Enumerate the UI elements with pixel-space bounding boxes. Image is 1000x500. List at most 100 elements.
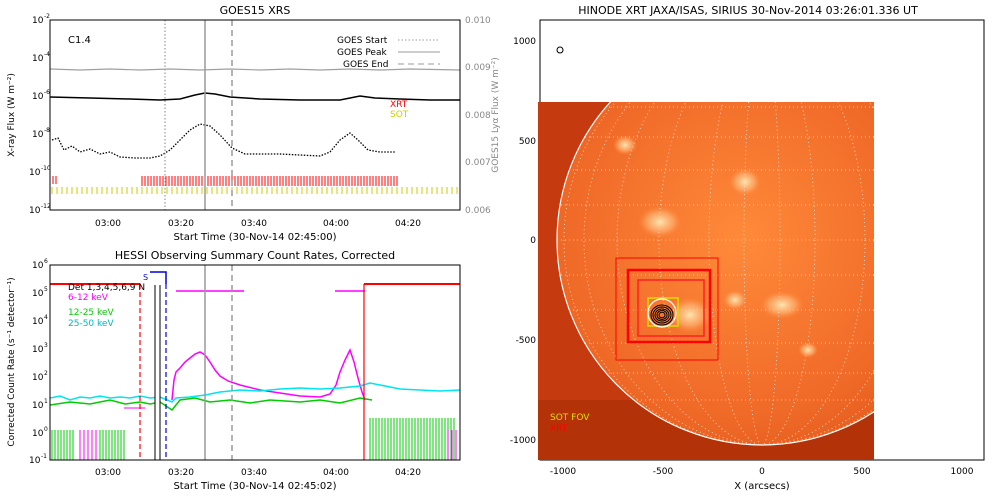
goes-ylabel-right: GOES15 Lyα Flux (W m⁻²) [491,57,501,173]
y-tick: 10 [29,206,41,216]
sot-fov [637,279,705,337]
active-region [729,168,761,196]
y-tick-right: 0.008 [465,111,491,121]
goes-lya-series [50,68,460,71]
hessi-green-attenuator [51,418,455,460]
hessi-blue-state [150,271,167,284]
hessi-contours [650,304,674,326]
svg-text:-12: -12 [41,203,51,210]
goes-right-axis: 0.010 0.009 0.008 0.007 0.006 [465,16,491,216]
x-tick: 1000 [951,467,974,477]
x-tick: 500 [853,467,870,477]
legend-goes-end: GOES End [343,60,388,70]
active-region [723,290,747,310]
goes-x-axis: 03:00 03:20 03:40 04:00 04:20 [95,219,421,229]
y-tick: 10 [32,429,44,439]
sot-bar [51,187,458,194]
hessi-panel: HESSI Observing Summary Count Rates, Cor… [7,249,461,492]
hessi-state-s: S [143,273,148,282]
y-tick: 10 [32,373,44,383]
xrt-fov-label: XRT [550,424,568,434]
y-tick-right: 0.010 [465,16,491,26]
y-tick: 10 [32,16,44,26]
hessi-title: HESSI Observing Summary Count Rates, Cor… [115,249,395,262]
y-tick: 10 [32,317,44,327]
y-tick: 10 [32,345,44,355]
y-tick: 0 [530,236,536,246]
x-tick: 03:40 [241,468,267,478]
x-tick: 03:20 [168,468,194,478]
y-tick: 10 [32,130,44,140]
x-tick: 03:00 [95,468,121,478]
hessi-plot-area [50,265,460,460]
y-tick: 500 [519,137,536,147]
svg-text:-10: -10 [41,165,51,172]
y-tick: 10 [32,261,44,271]
y-tick: 1000 [513,37,536,47]
svg-text:-8: -8 [44,127,50,134]
active-region [638,206,682,238]
y-tick: 10 [32,54,44,64]
goes-xlabel: Start Time (30-Nov-14 02:45:00) [173,232,336,243]
goes-class-label: C1.4 [68,35,91,46]
y-tick-right: 0.007 [465,158,491,168]
svg-text:4: 4 [44,314,48,321]
svg-text:-4: -4 [44,51,50,58]
hessi-xlabel: Start Time (30-Nov-14 02:45:02) [173,481,336,492]
svg-text:1: 1 [44,398,48,405]
y-tick: -500 [516,336,537,346]
hinode-title: HINODE XRT JAXA/ISAS, SIRIUS 30-Nov-2014… [578,4,918,17]
y-tick-right: 0.006 [465,206,491,216]
svg-text:5: 5 [44,286,48,293]
legend-goes-peak: GOES Peak [337,48,387,58]
hinode-x-axis: -1000 -500 0 500 1000 [550,467,974,477]
legend-25-50: 25-50 keV [68,319,114,329]
y-tick: 10 [29,456,41,466]
x-tick: 04:20 [395,468,421,478]
hessi-frame [49,264,461,461]
heliographic-grid [557,102,874,445]
sot-fov-label: SOT FOV [550,413,590,423]
sot-label: SOT [390,110,409,120]
hinode-xlabel: X (arcsecs) [734,481,790,492]
y-tick: 10 [32,92,44,102]
goes-plot-area [50,20,460,210]
active-region [798,342,818,358]
hinode-y-axis: 1000 500 0 -500 -1000 [510,37,536,446]
hessi-series-12-25 [50,397,373,412]
y-tick-right: 0.009 [465,63,491,73]
svg-text:0: 0 [44,426,48,433]
hessi-gap [155,285,160,460]
active-region [613,135,637,155]
svg-text:-6: -6 [44,89,50,96]
svg-text:-2: -2 [44,13,50,20]
x-tick: -500 [653,467,674,477]
goes-panel: GOES15 XRS [7,4,501,243]
solar-limb [556,102,874,446]
x-tick: 03:40 [241,219,267,229]
sun-image: SOT FOV XRT [538,102,874,460]
goes-title: GOES15 XRS [220,4,291,17]
hessi-legend: Det 1,3,4,5,6,9 N 6-12 keV 12-25 keV 25-… [68,283,145,329]
active-regions [613,135,818,358]
x-tick: 04:00 [323,219,349,229]
flare-marker [647,298,677,328]
svg-text:6: 6 [44,258,48,265]
goes-short-series [51,123,395,159]
goes-legend: GOES Start GOES Peak GOES End [337,36,440,70]
x-tick: 04:20 [395,219,421,229]
hessi-series-6-12 [171,348,366,401]
active-region [668,297,712,333]
goes-frame [49,19,461,211]
hessi-ylabel: Corrected Count Rate (s⁻¹ detector⁻¹) [7,277,17,446]
xrt-fov [626,268,712,344]
legend-6-12: 6-12 keV [68,293,109,303]
x-tick: 03:00 [95,219,121,229]
goes-ylabel-left: X-ray Flux (W m⁻²) [7,73,17,157]
hessi-series-25-50 [50,382,460,403]
xrt-bar [52,176,398,186]
y-tick: 10 [32,401,44,411]
y-tick: 10 [32,289,44,299]
legend-det: Det 1,3,4,5,6,9 N [68,283,145,293]
svg-text:2: 2 [44,370,48,377]
